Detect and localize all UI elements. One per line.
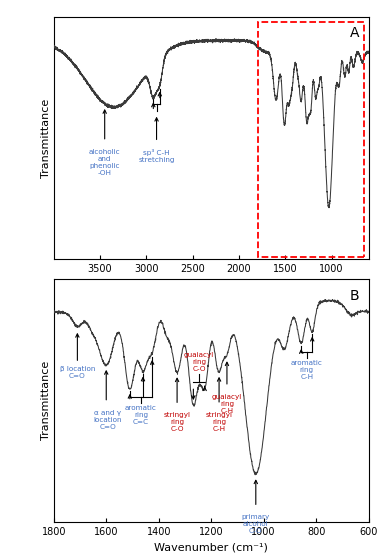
Y-axis label: Transmittance: Transmittance [41, 360, 51, 440]
Text: primary
alcohol
C-O: primary alcohol C-O [242, 514, 270, 535]
Text: B: B [349, 288, 359, 302]
Text: stringyl
ring
C-O: stringyl ring C-O [164, 412, 191, 432]
Text: aromatic
ring
C=C: aromatic ring C=C [125, 405, 157, 425]
Text: aromatic
ring
C-H: aromatic ring C-H [291, 360, 323, 381]
Text: alcoholic
and
phenolic
-OH: alcoholic and phenolic -OH [89, 149, 121, 176]
Text: A: A [350, 26, 359, 40]
Y-axis label: Transmittance: Transmittance [41, 98, 51, 178]
Text: β location
C=O: β location C=O [60, 365, 95, 378]
Bar [258, 22, 364, 257]
X-axis label: Wavenumber (cm⁻¹): Wavenumber (cm⁻¹) [154, 280, 268, 290]
Text: guaiacyl
ring
C-O: guaiacyl ring C-O [184, 352, 214, 372]
Text: α and γ
location
C=O: α and γ location C=O [93, 410, 122, 430]
Text: stringyl
ring
C-H: stringyl ring C-H [205, 412, 233, 432]
Text: guaiacyl
ring
C-H: guaiacyl ring C-H [212, 394, 242, 414]
Text: sp³ C-H
stretching: sp³ C-H stretching [138, 150, 175, 163]
X-axis label: Wavenumber (cm⁻¹): Wavenumber (cm⁻¹) [154, 542, 268, 552]
